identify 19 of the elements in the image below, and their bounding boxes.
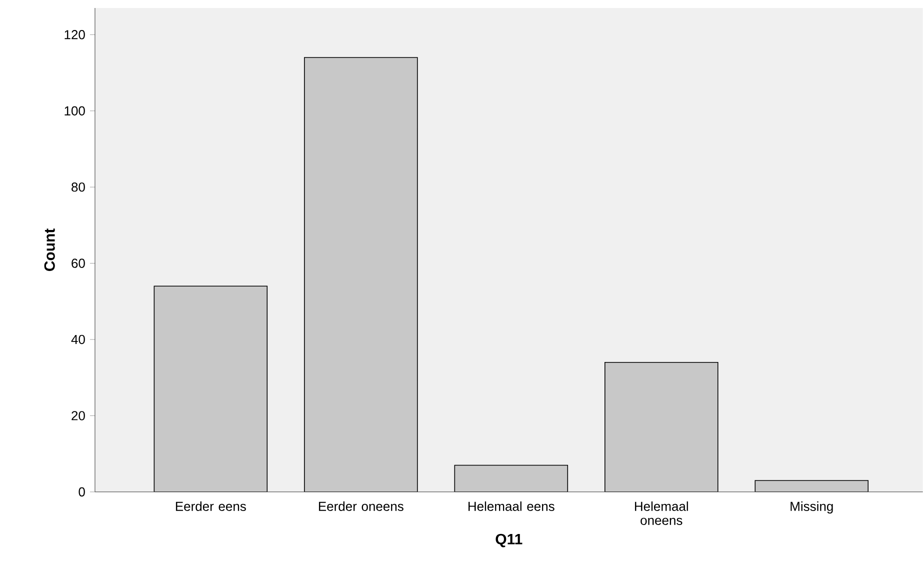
bar bbox=[454, 464, 568, 492]
y-tick-label: 120 bbox=[64, 30, 85, 40]
x-axis-title: Q11 bbox=[496, 534, 522, 548]
y-tick-label: 100 bbox=[64, 106, 85, 116]
bar bbox=[604, 362, 718, 492]
x-tick-label: Eerder eens bbox=[176, 501, 246, 512]
x-tick-label: Helemaal oneens bbox=[635, 501, 688, 526]
y-tick-label: 0 bbox=[78, 487, 85, 497]
bar bbox=[154, 286, 268, 492]
y-tick-label: 40 bbox=[71, 334, 85, 344]
y-axis-title: Count bbox=[44, 228, 55, 272]
bar bbox=[754, 480, 869, 492]
y-tick-label: 20 bbox=[72, 411, 85, 420]
x-tick-label: Missing bbox=[790, 501, 833, 514]
y-tick-label: 80 bbox=[72, 182, 85, 192]
x-tick-label: Helemaal eens bbox=[468, 501, 554, 512]
y-tick-label: 60 bbox=[72, 258, 85, 268]
x-tick-label: Eerder oneens bbox=[318, 501, 404, 512]
bar bbox=[304, 57, 418, 492]
